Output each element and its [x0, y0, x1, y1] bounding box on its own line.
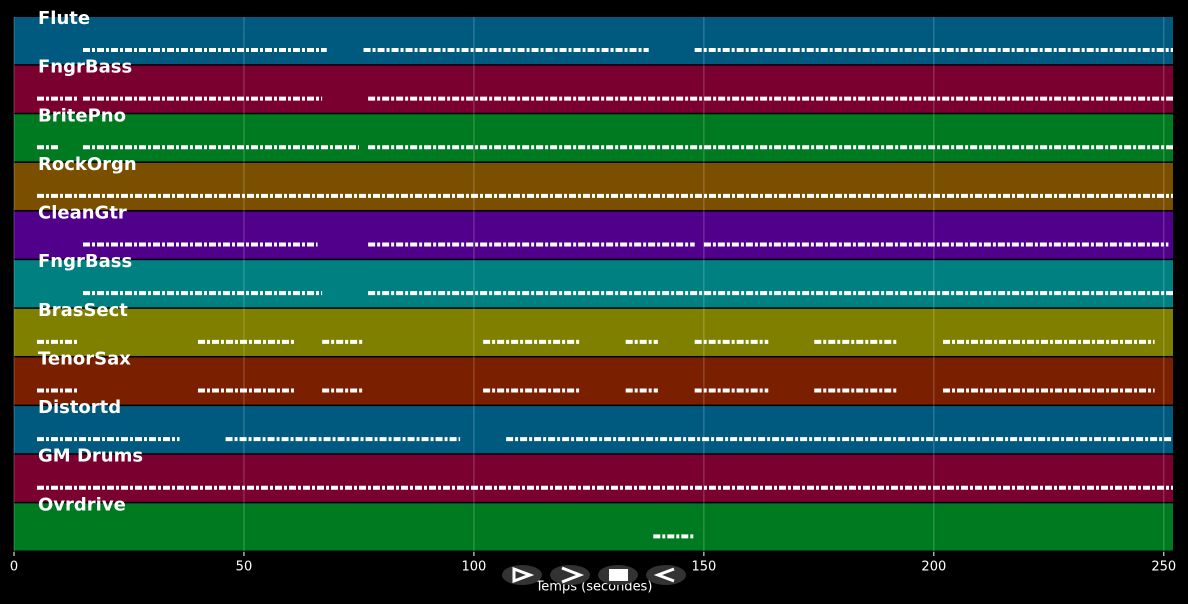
track-name: Distortd	[38, 397, 121, 418]
track-name: Ovrdrive	[38, 494, 126, 515]
rewind-button[interactable]	[646, 565, 686, 585]
track-band	[14, 211, 1173, 259]
track-name: TenorSax	[38, 348, 131, 369]
track-band	[14, 503, 1173, 551]
x-tick-label: 200	[921, 560, 946, 575]
forward-button[interactable]	[550, 565, 590, 585]
track-name: Flute	[38, 8, 90, 29]
track-name: BrasSect	[38, 300, 128, 321]
x-tick-label: 250	[1151, 560, 1176, 575]
track-band	[14, 308, 1173, 356]
x-tick-label: 150	[691, 560, 716, 575]
track-name: BritePno	[38, 105, 126, 126]
track-band	[14, 357, 1173, 405]
track-band	[14, 406, 1173, 454]
x-tick-label: 50	[236, 560, 253, 575]
track-band	[14, 454, 1173, 502]
track-name: RockOrgn	[38, 154, 137, 175]
playback-controls	[502, 565, 686, 585]
x-tick-label: 0	[10, 560, 18, 575]
track-name: FngrBass	[38, 57, 132, 78]
track-band	[14, 65, 1173, 113]
track-band	[14, 260, 1173, 308]
x-tick-label: 100	[462, 560, 487, 575]
stop-button[interactable]	[598, 565, 638, 585]
track-band	[14, 162, 1173, 211]
x-axis-label: Temps (secondes)	[535, 580, 653, 595]
track-band	[14, 17, 1173, 65]
track-band	[14, 114, 1173, 162]
track-name: CleanGtr	[38, 203, 127, 224]
track-name: FngrBass	[38, 251, 132, 272]
track-name: GM Drums	[38, 446, 143, 467]
play-button[interactable]	[502, 565, 542, 585]
